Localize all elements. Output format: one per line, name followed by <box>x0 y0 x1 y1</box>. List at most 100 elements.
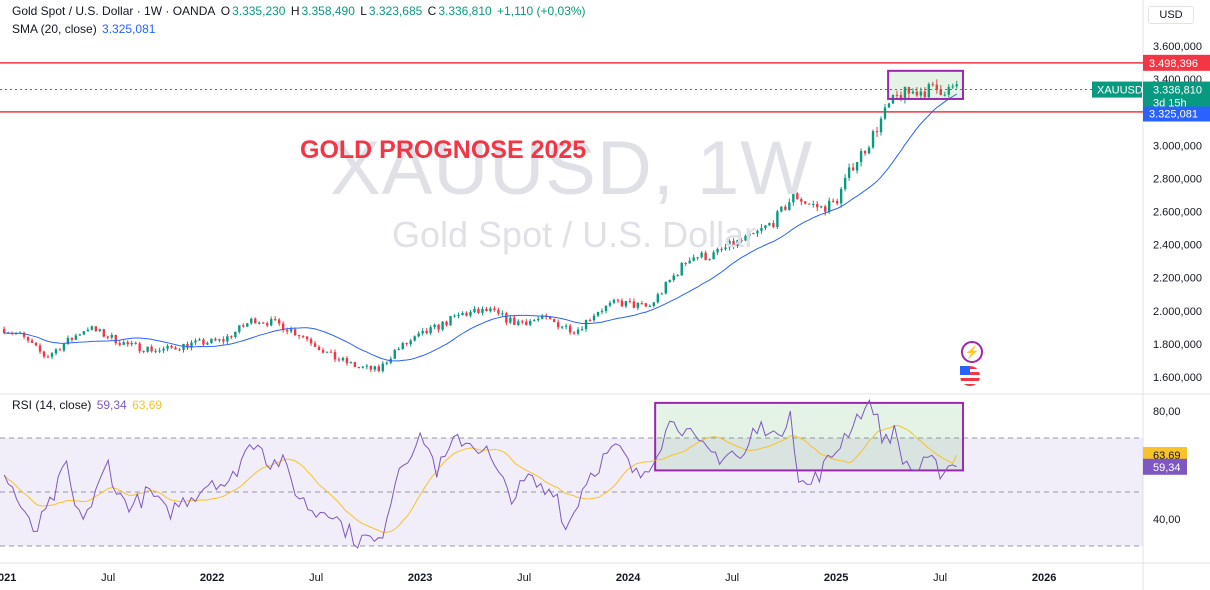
candle-body <box>760 227 763 231</box>
candle-body <box>564 325 568 327</box>
candle-body <box>505 313 508 323</box>
candle-body <box>804 201 807 204</box>
candle-body <box>700 252 703 258</box>
candle-body <box>688 260 691 264</box>
lightning-icon[interactable]: ⚡ <box>961 341 983 363</box>
candle-body <box>377 366 381 372</box>
candle-body <box>748 232 751 236</box>
candle-body <box>616 299 620 301</box>
candle-body <box>568 325 572 333</box>
rsi-ma-line <box>3 424 958 533</box>
candle-body <box>222 339 225 342</box>
candle-body <box>393 349 396 359</box>
candle-body <box>612 299 616 303</box>
candle-body <box>14 333 18 335</box>
candle-body <box>82 331 86 335</box>
price-tick-label: 3.600,000 <box>1153 41 1202 53</box>
horizontal-line-badge <box>1143 54 1210 71</box>
time-tick-label: Jul <box>309 572 323 584</box>
candle-body <box>94 326 98 331</box>
candle-body <box>788 202 791 211</box>
price-tick-label: 3.000,000 <box>1153 140 1202 152</box>
candle-body <box>732 240 735 247</box>
candle-body <box>369 365 373 370</box>
candle-body <box>417 333 420 337</box>
candle-body <box>600 310 604 312</box>
candle-body <box>552 319 556 323</box>
candle-body <box>859 151 863 163</box>
candle-body <box>708 259 711 261</box>
price-range-box[interactable] <box>887 69 964 100</box>
sma-line <box>4 93 957 362</box>
symbol-title[interactable]: Gold Spot / U.S. Dollar · 1W · OANDA <box>12 4 216 18</box>
candle-body <box>413 336 416 341</box>
symbol-badge-label: XAUUSD <box>1097 85 1143 97</box>
candle-body <box>357 367 361 369</box>
candle-body <box>289 329 293 332</box>
candle-body <box>313 343 317 347</box>
annotation-text[interactable]: GOLD PROGNOSE 2025 <box>300 136 587 164</box>
candle-body <box>493 308 496 310</box>
candle-body <box>254 318 257 324</box>
candle-body <box>86 329 90 332</box>
candle-body <box>158 350 161 352</box>
candle-body <box>871 131 875 148</box>
candle-body <box>656 294 660 303</box>
candle-body <box>883 107 887 119</box>
price-tick-label: 1.600,000 <box>1153 372 1202 384</box>
candle-body <box>198 339 201 341</box>
candle-body <box>812 203 815 205</box>
candle-body <box>397 348 400 350</box>
candle-body <box>325 351 329 353</box>
low-label: L <box>360 4 367 18</box>
time-tick-label: Jul <box>101 572 115 584</box>
candle-body <box>572 332 576 334</box>
candle-body <box>266 323 269 326</box>
sma-legend[interactable]: SMA (20, close) 3.325,081 <box>12 22 157 36</box>
candle-body <box>242 325 245 327</box>
candle-body <box>50 353 54 357</box>
candle-body <box>277 319 281 324</box>
candle-body <box>931 84 935 86</box>
candle-body <box>114 335 117 344</box>
candle-body <box>640 302 644 304</box>
candle-body <box>353 362 357 368</box>
horizontal-line-label: 3.498,396 <box>1149 58 1198 70</box>
currency-button[interactable]: USD <box>1148 6 1194 24</box>
candle-body <box>401 343 404 349</box>
candle-body <box>162 348 165 351</box>
candle-body <box>126 342 129 345</box>
candle-body <box>776 211 779 227</box>
candle-body <box>816 203 819 208</box>
candle-body <box>939 89 942 96</box>
candle-body <box>772 223 775 227</box>
candle-body <box>62 344 66 351</box>
candle-body <box>246 323 249 327</box>
candle-body <box>134 342 137 344</box>
rsi-tick-label: 80,00 <box>1153 406 1181 418</box>
candle-body <box>796 193 799 200</box>
candle-body <box>636 302 640 308</box>
candle-body <box>744 235 747 241</box>
candle-body <box>951 86 954 88</box>
time-tick-label: Jul <box>725 572 739 584</box>
candle-body <box>445 321 448 326</box>
candle-body <box>808 203 811 205</box>
candle-body <box>955 84 958 87</box>
high-value: 3.358,490 <box>301 4 355 18</box>
candle-body <box>238 325 241 332</box>
time-tick-label: Jul <box>517 572 531 584</box>
candle-body <box>421 330 424 334</box>
ohlc-legend[interactable]: Gold Spot / U.S. Dollar · 1W · OANDA O 3.… <box>12 4 588 18</box>
rsi-range-box[interactable] <box>654 401 964 472</box>
candle-body <box>915 91 919 96</box>
candle-body <box>78 334 82 336</box>
candle-body <box>672 275 675 280</box>
rsi-legend[interactable]: RSI (14, close) 59,34 63,69 <box>12 398 164 412</box>
us-flag-icon[interactable] <box>960 366 980 386</box>
candle-body <box>453 315 456 317</box>
candle-body <box>210 338 213 343</box>
candle-body <box>489 308 492 312</box>
candle-body <box>696 257 699 259</box>
